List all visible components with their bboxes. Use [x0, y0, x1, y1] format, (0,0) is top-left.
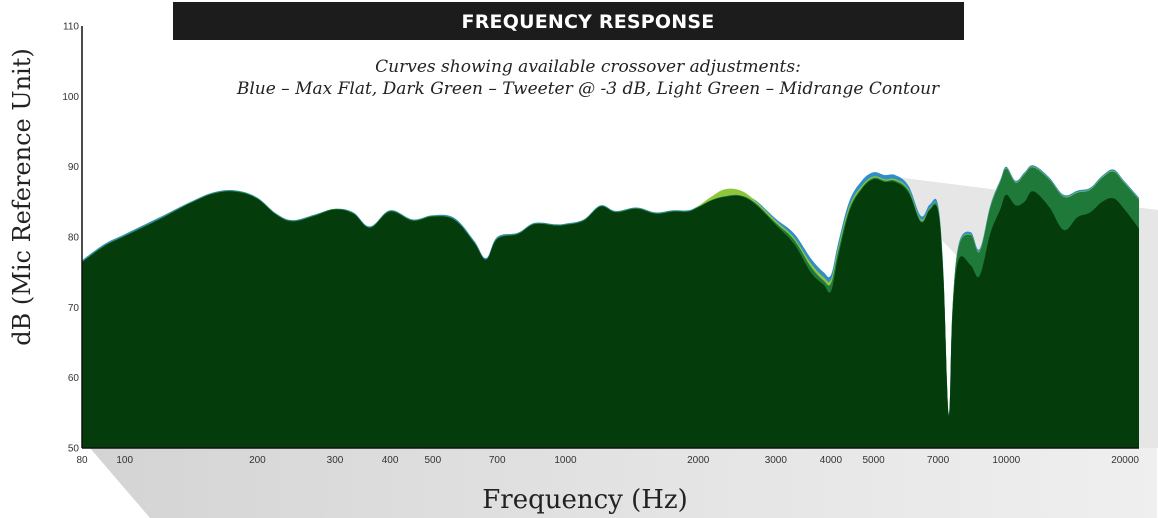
y-axis-label: dB (Mic Reference Unit)	[8, 48, 36, 345]
y-tick-label: 50	[68, 444, 80, 455]
chart-title: FREQUENCY RESPONSE	[462, 11, 715, 33]
title-banner: FREQUENCY RESPONSE	[173, 2, 964, 40]
chart-subtitle-line-2: Blue – Max Flat, Dark Green – Tweeter @ …	[236, 79, 940, 99]
x-tick-label: 7000	[927, 455, 950, 466]
y-tick-label: 80	[68, 233, 80, 244]
y-tick-label: 90	[68, 162, 80, 173]
y-tick-label: 60	[68, 373, 80, 384]
x-tick-labels: 80 100 200 300 400 500 700 1000 2000 3000 4000 5000…	[76, 455, 1139, 466]
y-tick-labels: 50 60 70 80 90 100 110	[62, 22, 79, 455]
chart-subtitle-line-1: Curves showing available crossover adjus…	[375, 57, 801, 77]
x-tick-label: 80	[76, 455, 88, 466]
y-tick-label: 100	[62, 92, 79, 103]
y-tick-label: 70	[68, 303, 80, 314]
x-tick-label: 400	[382, 455, 399, 466]
y-tick-label: 110	[63, 22, 79, 33]
x-tick-label: 4000	[820, 455, 843, 466]
x-tick-label: 3000	[765, 455, 788, 466]
x-tick-label: 1000	[554, 455, 577, 466]
x-tick-label: 10000	[992, 455, 1020, 466]
title-banner-background	[173, 2, 964, 40]
x-tick-label: 500	[424, 455, 441, 466]
series-area-4	[82, 179, 1139, 449]
x-tick-label: 5000	[862, 455, 885, 466]
x-tick-label: 700	[489, 455, 506, 466]
x-axis-label: Frequency (Hz)	[482, 485, 688, 515]
series-layer	[82, 165, 1139, 449]
x-tick-label: 300	[327, 455, 344, 466]
x-tick-label: 100	[116, 455, 133, 466]
x-tick-label: 2000	[687, 455, 710, 466]
x-tick-label: 20000	[1111, 455, 1139, 466]
x-tick-label: 200	[249, 455, 266, 466]
